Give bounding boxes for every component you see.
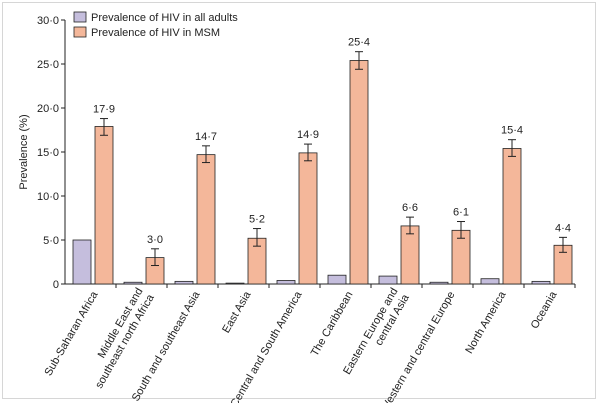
data-label: 14·7 xyxy=(195,131,217,143)
category-label-line: The Caribbean xyxy=(309,290,356,359)
category-label-line: Oceania xyxy=(529,289,560,331)
bar-msm xyxy=(94,126,114,285)
y-tick-label: 10·0 xyxy=(37,191,59,203)
bar-msm xyxy=(196,154,216,285)
bar-all-adults xyxy=(174,280,194,285)
y-tick-label: 5·0 xyxy=(43,235,59,247)
bar-all-adults xyxy=(531,280,551,285)
bar-all-adults xyxy=(429,281,449,285)
category-label: North America xyxy=(463,289,509,356)
category-label: The Caribbean xyxy=(309,290,356,359)
data-label: 17·9 xyxy=(93,104,115,116)
bar-all-adults xyxy=(378,275,398,285)
legend-swatch xyxy=(73,26,87,38)
data-label: 6·6 xyxy=(402,202,418,214)
bar-msm xyxy=(349,60,369,285)
bar-all-adults xyxy=(276,280,296,285)
data-label: 3·0 xyxy=(147,234,163,246)
bar-all-adults xyxy=(480,278,500,285)
legend-label: Prevalence of HIV in MSM xyxy=(91,27,220,39)
bar-msm xyxy=(502,148,522,285)
bar-all-adults xyxy=(225,282,245,285)
bar-all-adults xyxy=(72,239,92,285)
bar-all-adults xyxy=(327,274,347,285)
y-tick-label: 15·0 xyxy=(37,147,59,159)
bar-all-adults xyxy=(123,281,143,285)
bar-msm xyxy=(298,152,318,285)
category-label: Oceania xyxy=(529,289,560,331)
legend-swatch xyxy=(73,11,87,23)
category-label: Sub-Saharan Africa xyxy=(42,289,101,378)
data-label: 25·4 xyxy=(348,37,370,49)
data-label: 15·4 xyxy=(501,125,523,137)
category-label-line: Sub-Saharan Africa xyxy=(42,289,101,378)
y-tick-label: 0 xyxy=(53,279,59,291)
category-label-line: East Asia xyxy=(220,289,254,335)
data-label: 6·1 xyxy=(453,207,469,219)
data-label: 14·9 xyxy=(297,129,319,141)
legend-label: Prevalence of HIV in all adults xyxy=(91,12,238,24)
y-tick-label: 20·0 xyxy=(37,103,59,115)
category-label-line: North America xyxy=(463,289,509,356)
data-label: 4·4 xyxy=(555,222,571,234)
category-label: East Asia xyxy=(220,289,254,335)
y-tick-label: 25·0 xyxy=(37,59,59,71)
y-axis-title: Prevalence (%) xyxy=(18,114,30,189)
bar-msm xyxy=(400,225,420,285)
y-tick-label: 30·0 xyxy=(37,15,59,27)
data-label: 5·2 xyxy=(249,214,265,226)
